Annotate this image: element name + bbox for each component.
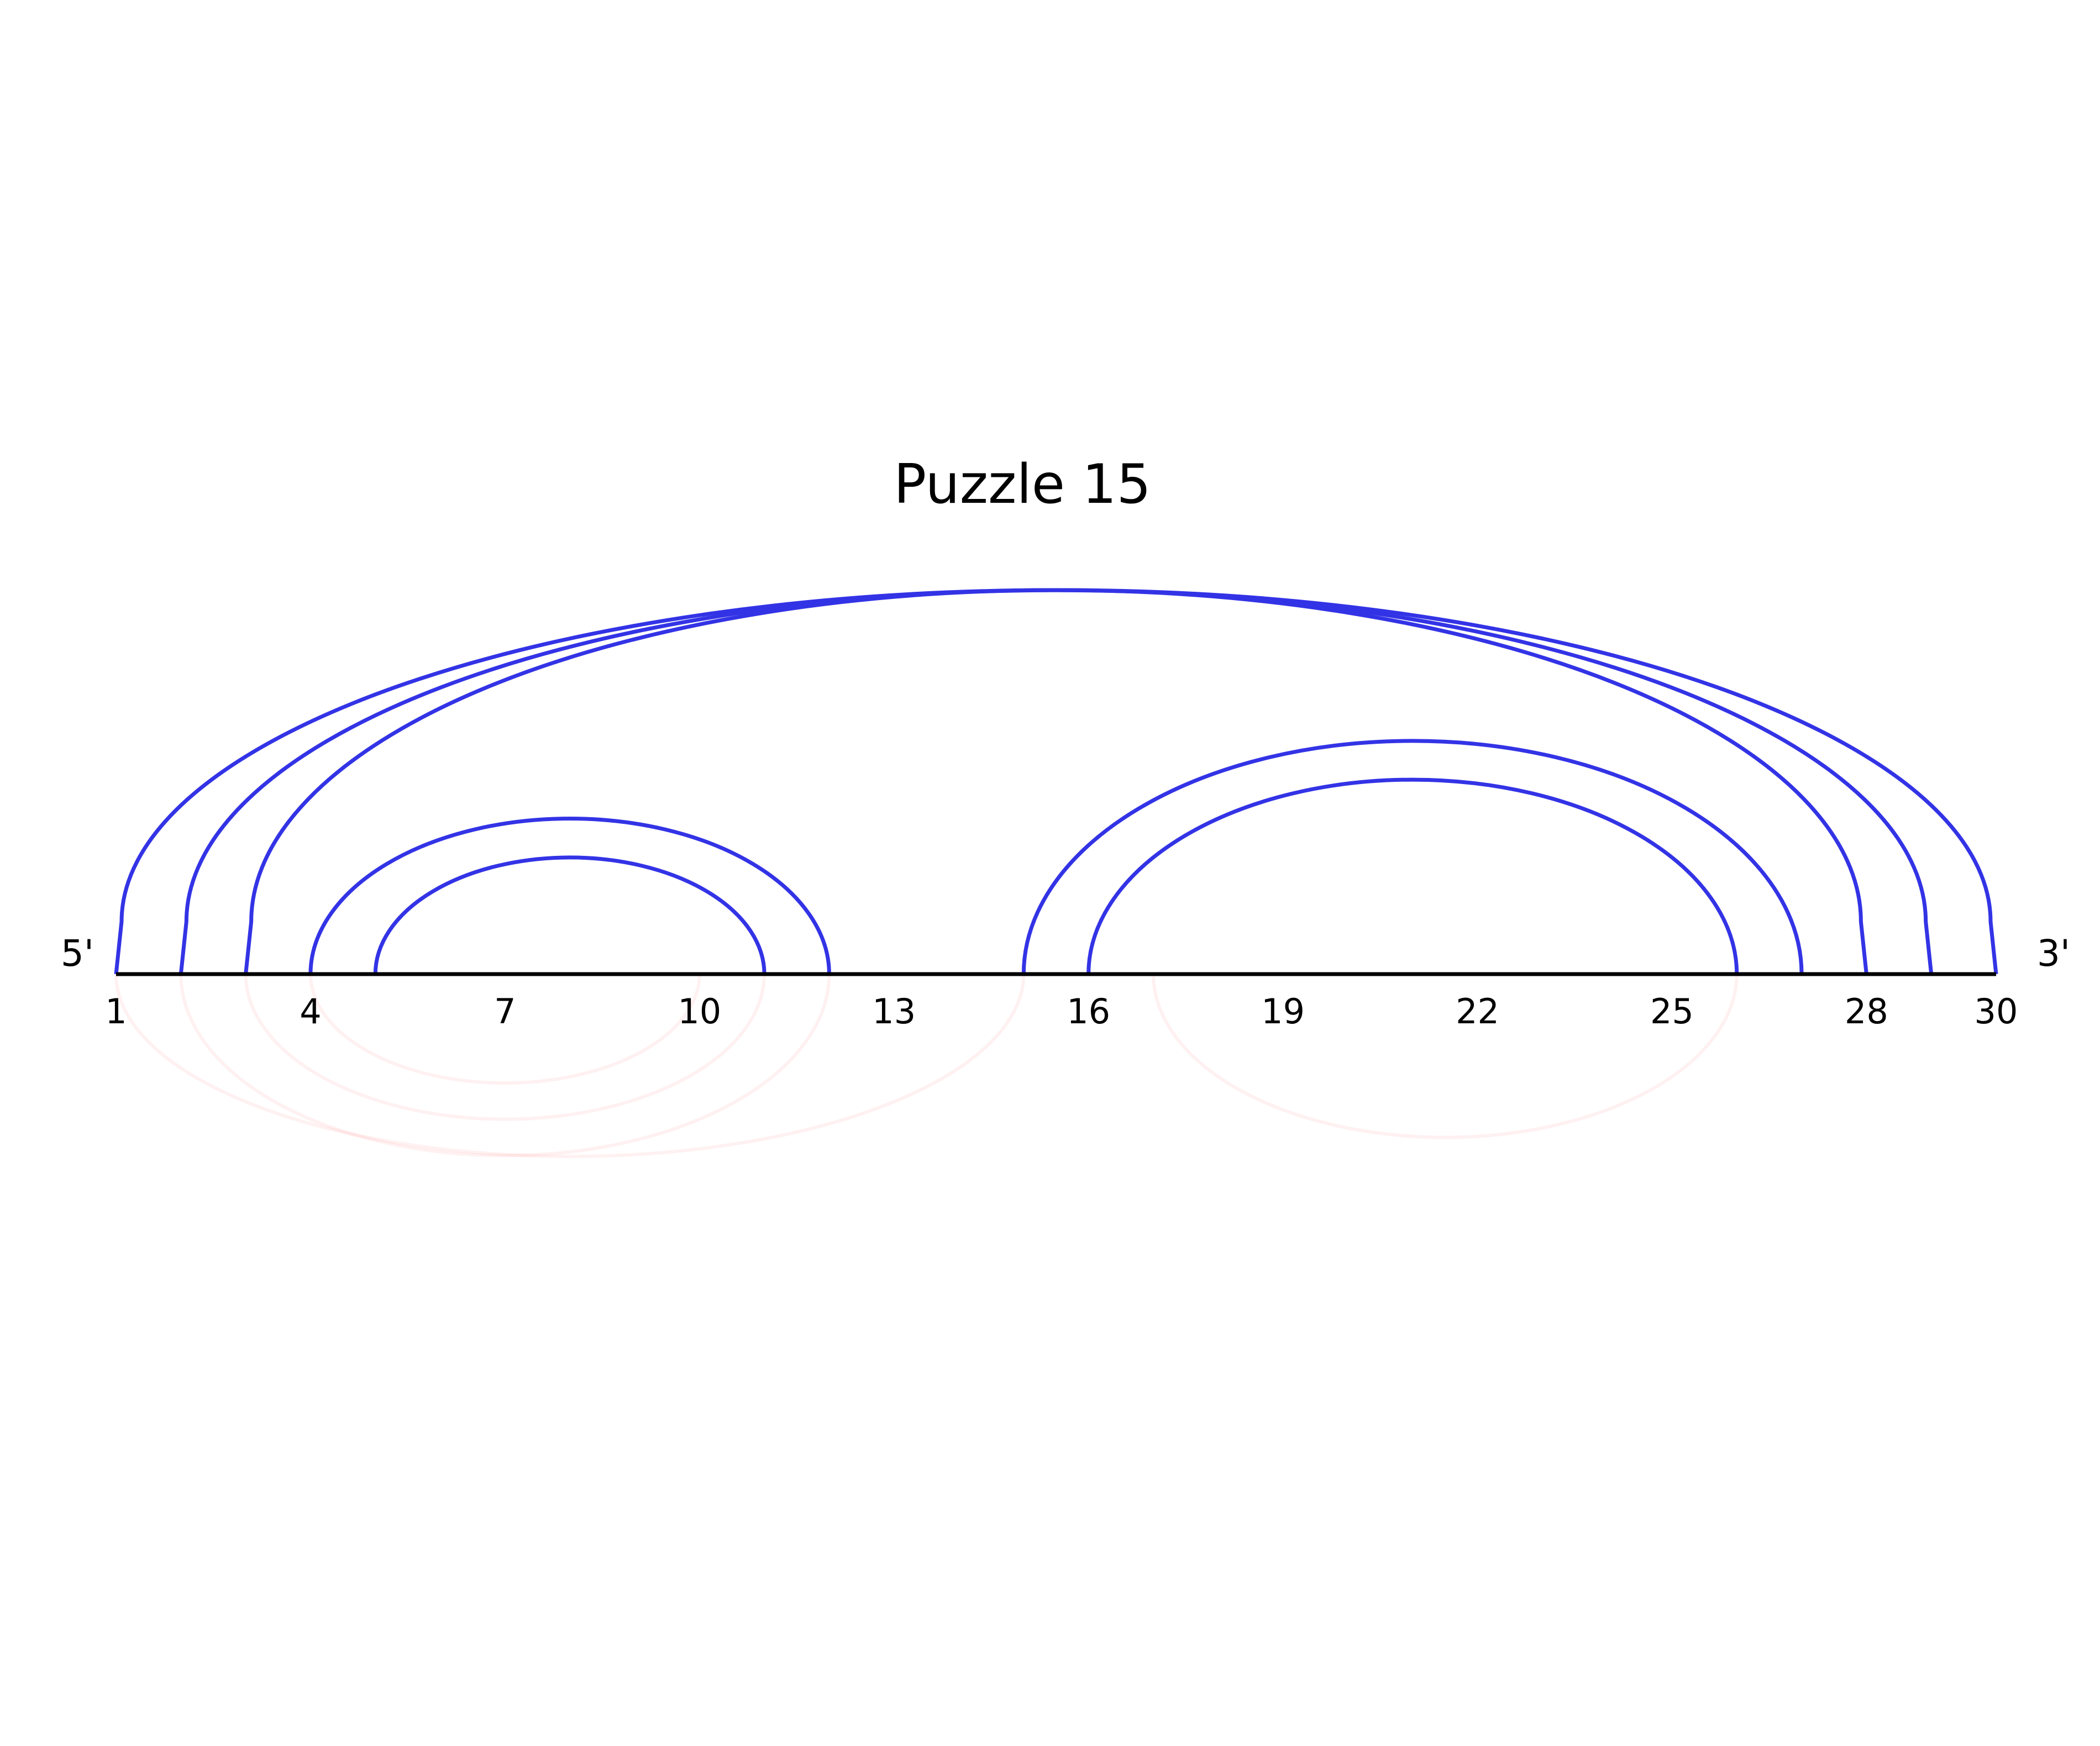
pair-arc-1-30 [114,588,1998,975]
three-prime-label: 3' [2037,932,2070,975]
position-label-4: 4 [300,991,321,1032]
position-label-30: 30 [1975,991,2018,1032]
five-prime-label: 5' [61,932,94,975]
alt-arc-2-12 [179,974,831,1157]
diagram-title: Puzzle 15 [894,453,1151,516]
pair-arc-16-26 [1086,778,1739,975]
alt-arc-1-15 [114,974,1026,1158]
position-label-25: 25 [1650,991,1694,1032]
position-label-13: 13 [872,991,916,1032]
alt-arc-4-10 [308,974,701,1085]
position-label-16: 16 [1067,991,1110,1032]
pair-arc-3-28 [244,588,1868,975]
pair-arc-15-27 [1021,739,1804,975]
alt-arc-17-26 [1151,974,1739,1139]
alternative-arcs [114,974,1739,1158]
pair-arc-5-11 [373,856,767,975]
position-label-19: 19 [1261,991,1305,1032]
position-label-7: 7 [494,991,516,1032]
alt-arc-3-11 [244,974,767,1121]
position-label-1: 1 [105,991,127,1032]
base-pair-arcs [114,588,1998,975]
pair-arc-2-29 [179,588,1934,975]
position-label-22: 22 [1456,991,1499,1032]
pair-arc-4-12 [308,817,831,975]
position-labels: 1 4 7 10 13 16 19 22 25 28 30 [105,991,2018,1032]
position-label-10: 10 [678,991,721,1032]
position-label-28: 28 [1845,991,1888,1032]
